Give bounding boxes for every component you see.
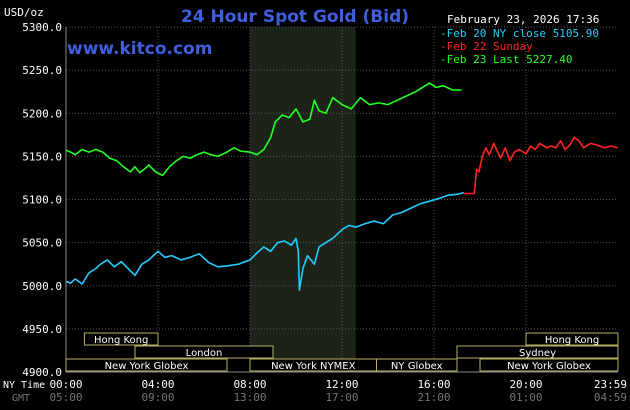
grid-lines (65, 26, 618, 373)
x-tick-label-gmt: 13:00 (233, 391, 266, 404)
x-tick-label-ny: 20:00 (509, 378, 542, 391)
y-tick-label: 5000.0 (22, 280, 62, 293)
session-bar (65, 358, 228, 372)
session-bar (456, 345, 619, 359)
x-tick-label-ny: 23:59 (594, 378, 627, 391)
legend: -Feb 20 NY close 5105.90-Feb 22 Sunday-F… (440, 27, 599, 66)
x-tick-label-gmt: 05:00 (49, 391, 82, 404)
x-tick-label-gmt: 09:00 (141, 391, 174, 404)
chart-title: 24 Hour Spot Gold (Bid) (181, 7, 409, 27)
session-label: New York Globex (105, 361, 189, 372)
y-unit-label: USD/oz (4, 6, 44, 19)
session-bar (525, 332, 619, 346)
x-tick-label-ny: 12:00 (325, 378, 358, 391)
y-tick-label: 5150.0 (22, 150, 62, 163)
y-tick-label: 4950.0 (22, 323, 62, 336)
series-lines (65, 82, 619, 291)
session-label: Hong Kong (94, 335, 148, 346)
y-tick-label: 4900.0 (22, 366, 62, 379)
session-bars: Hong Kong Hong Kong London Sydney New York G… (65, 332, 619, 372)
watermark: www.kitco.com (67, 39, 212, 59)
x-tick-label-gmt: 01:00 (509, 391, 542, 404)
x-tick-label-ny: 04:00 (141, 378, 174, 391)
y-tick-label: 5200.0 (22, 107, 62, 120)
session-bar (376, 358, 458, 372)
session-label: Sydney (519, 348, 556, 359)
y-tick-label: 5250.0 (22, 64, 62, 77)
y-axis-labels: 5300.0 5250.0 5200.0 5150.0 5100.0 5050.0 5000… (22, 21, 62, 379)
timestamp: February 23, 2026 17:36 (447, 13, 599, 26)
session-label: NY Globex (391, 361, 443, 372)
session-bar (134, 345, 274, 359)
x-tick-label-gmt: 04:59 (594, 391, 627, 404)
x-tick-label-ny: 08:00 (233, 378, 266, 391)
x-tick-label-gmt: 21:00 (417, 391, 450, 404)
y-tick-label: 5050.0 (22, 237, 62, 250)
x-tick-label-gmt: 17:00 (325, 391, 358, 404)
legend-entry: -Feb 23 Last 5227.40 (440, 53, 572, 66)
session-label: New York NYMEX (271, 361, 356, 372)
legend-entry: -Feb 22 Sunday (440, 40, 533, 53)
x-tick-label-ny: 16:00 (417, 378, 450, 391)
session-label: Hong Kong (545, 335, 599, 346)
series-line (65, 82, 462, 177)
series-line (463, 136, 619, 195)
row-label-gmt: GMT (12, 393, 30, 404)
legend-entry: -Feb 20 NY close 5105.90 (440, 27, 599, 40)
series-line (65, 191, 465, 291)
session-bar (83, 332, 159, 346)
session-label: New York Globex (507, 361, 591, 372)
session-label: London (186, 348, 223, 359)
x-tick-label-ny: 00:00 (49, 378, 82, 391)
session-bar (479, 358, 619, 372)
y-tick-label: 5100.0 (22, 194, 62, 207)
y-tick-label: 5300.0 (22, 21, 62, 34)
row-label-nytime: NY Time (3, 380, 45, 391)
